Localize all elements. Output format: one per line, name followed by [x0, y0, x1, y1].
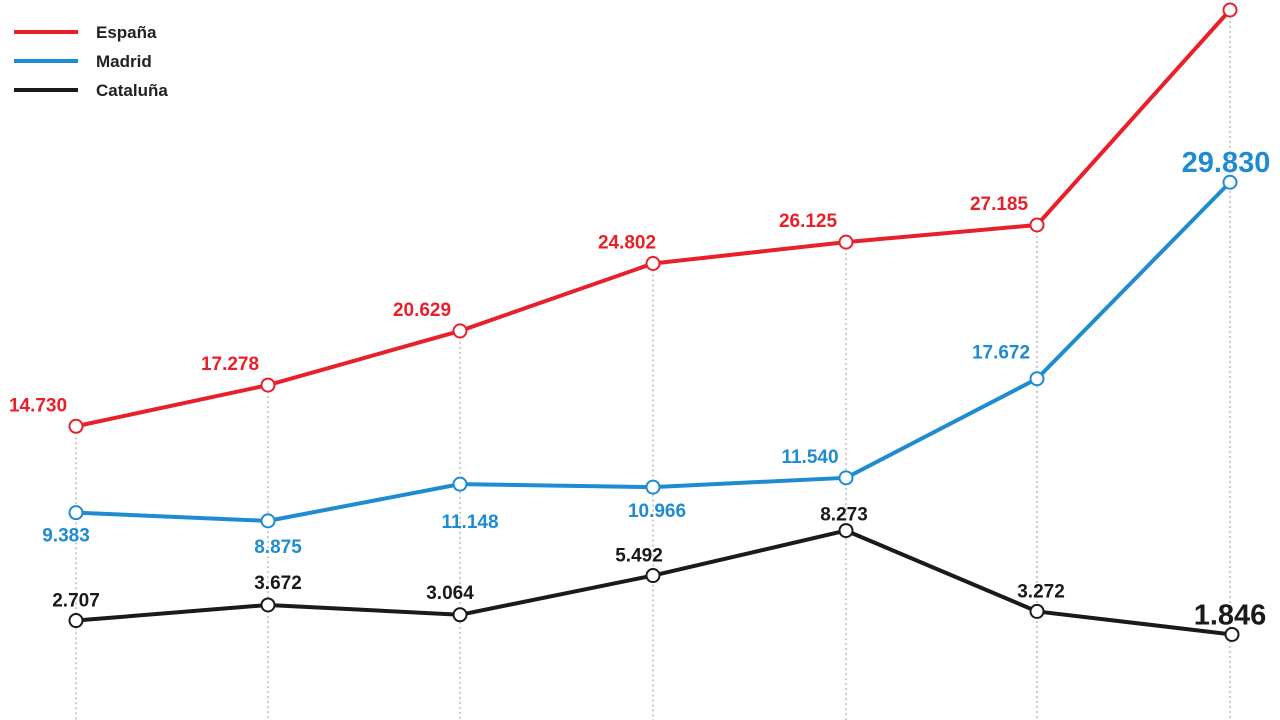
series-lines: [75, 8, 1233, 637]
label-madrid-1: 8.875: [254, 537, 302, 558]
label-madrid-3: 10.966: [628, 501, 686, 522]
point-cataluna-4: [838, 523, 854, 539]
point-espana-6: [1222, 2, 1238, 18]
label-cataluna-2: 3.064: [426, 583, 474, 604]
label-espana-0: 14.730: [9, 395, 67, 416]
point-cataluna-0: [68, 613, 84, 629]
point-espana-2: [452, 323, 468, 339]
label-cataluna-1: 3.672: [254, 573, 302, 594]
point-cataluna-5: [1029, 603, 1045, 619]
label-cataluna-6: 1.846: [1194, 599, 1267, 631]
point-espana-3: [645, 255, 661, 271]
label-espana-3: 24.802: [598, 232, 656, 253]
point-madrid-2: [452, 476, 468, 492]
point-espana-4: [838, 234, 854, 250]
point-cataluna-2: [452, 607, 468, 623]
point-madrid-0: [68, 505, 84, 521]
legend-label-madrid: Madrid: [96, 52, 152, 71]
point-madrid-5: [1029, 371, 1045, 387]
legend-label-espana: España: [96, 23, 157, 42]
label-madrid-5: 17.672: [972, 343, 1030, 364]
label-cataluna-3: 5.492: [615, 546, 663, 567]
label-cataluna-4: 8.273: [820, 505, 868, 526]
label-espana-2: 20.629: [393, 300, 451, 321]
point-madrid-4: [838, 470, 854, 486]
point-cataluna-6: [1224, 626, 1240, 642]
label-madrid-6: 29.830: [1182, 147, 1271, 179]
label-cataluna-0: 2.707: [52, 591, 100, 612]
point-espana-1: [260, 377, 276, 393]
point-cataluna-3: [645, 568, 661, 584]
label-madrid-2: 11.148: [441, 512, 498, 533]
label-espana-1: 17.278: [201, 354, 259, 375]
legend: España Madrid Cataluña: [14, 23, 168, 100]
data-points: [68, 2, 1240, 642]
point-madrid-1: [260, 513, 276, 529]
point-madrid-6: [1222, 174, 1238, 190]
label-espana-5: 27.185: [970, 194, 1029, 215]
point-espana-0: [68, 418, 84, 434]
data-labels: 14.730 17.278 20.629 24.802 26.125 27.185 9.38…: [9, 147, 1270, 631]
point-espana-5: [1029, 217, 1045, 233]
legend-label-cataluna: Cataluña: [96, 81, 168, 100]
label-madrid-4: 11.540: [781, 447, 838, 468]
label-cataluna-5: 3.272: [1017, 581, 1065, 602]
label-espana-4: 26.125: [779, 211, 838, 232]
point-madrid-3: [645, 479, 661, 495]
point-cataluna-1: [260, 597, 276, 613]
label-madrid-0: 9.383: [42, 526, 90, 547]
